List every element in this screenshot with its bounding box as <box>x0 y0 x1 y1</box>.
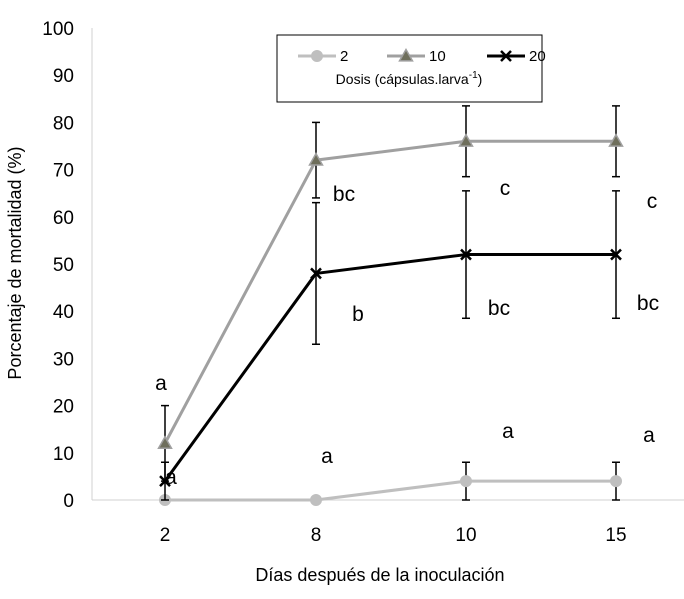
legend-entry-20: 20 <box>487 48 546 65</box>
x-tick-label: 8 <box>311 525 322 546</box>
legend-label: 20 <box>529 48 546 65</box>
legend-entries: 2 10 20 <box>298 47 546 65</box>
legend-title: Dosis (cápsulas.larva-1) <box>336 70 483 87</box>
data-point <box>310 267 322 280</box>
y-tick-label: 60 <box>53 208 74 229</box>
data-point <box>460 475 472 488</box>
y-tick-label: 0 <box>63 491 74 512</box>
data-point <box>500 50 512 62</box>
y-tick-label: 100 <box>42 19 74 40</box>
series-line <box>163 253 616 483</box>
significance-letter: c <box>647 190 658 213</box>
x-tick-label: 15 <box>605 525 626 546</box>
legend-label: 2 <box>340 48 348 65</box>
legend-entry-2: 2 <box>298 48 348 65</box>
significance-letters: a a a a bc c c a b bc bc <box>155 177 659 489</box>
legend: 2 10 20 Dosis (cápsulas.larva-1) <box>276 34 546 103</box>
axes: 0 10 20 30 40 50 60 70 80 90 100 2 8 10 15 <box>42 19 684 546</box>
significance-letter: c <box>500 177 511 200</box>
legend-box <box>276 34 543 103</box>
significance-letter: a <box>643 424 655 447</box>
y-tick-label: 80 <box>53 113 74 134</box>
data-point <box>308 152 324 166</box>
significance-letter: a <box>502 420 514 443</box>
x-axis-title: Días después de la inoculación <box>255 565 504 585</box>
y-tick-label: 70 <box>53 161 74 182</box>
data-point <box>311 50 323 62</box>
series-20 <box>159 190 622 501</box>
y-tick-label: 50 <box>53 255 74 276</box>
data-point <box>398 47 414 62</box>
data-point <box>157 435 173 449</box>
y-tick-label: 90 <box>53 66 74 87</box>
x-tick-label: 10 <box>455 525 476 546</box>
series-layer <box>157 105 624 506</box>
significance-letter: a <box>165 466 177 489</box>
series-line <box>165 479 616 502</box>
series-2 <box>159 461 622 506</box>
significance-letter: a <box>321 445 333 468</box>
significance-letter: b <box>352 303 364 326</box>
data-point <box>610 475 622 488</box>
data-point <box>310 494 322 506</box>
x-tick-label: 2 <box>160 525 171 546</box>
data-point <box>458 133 474 147</box>
y-tick-label: 30 <box>53 349 74 370</box>
series-line <box>163 139 616 445</box>
legend-label: 10 <box>429 48 446 65</box>
significance-letter: bc <box>488 297 510 320</box>
y-tick-label: 10 <box>53 444 74 465</box>
data-point <box>608 133 624 147</box>
significance-letter: a <box>155 372 167 395</box>
data-point <box>460 248 472 261</box>
significance-letter: bc <box>637 292 659 315</box>
y-tick-label: 20 <box>53 397 74 418</box>
series-10 <box>157 105 624 482</box>
y-axis-title: Porcentaje de mortalidad (%) <box>5 146 25 379</box>
significance-letter: bc <box>333 183 355 206</box>
y-tick-label: 40 <box>53 302 74 323</box>
data-point <box>159 475 171 488</box>
legend-entry-10: 10 <box>387 47 446 65</box>
data-point <box>610 248 622 261</box>
